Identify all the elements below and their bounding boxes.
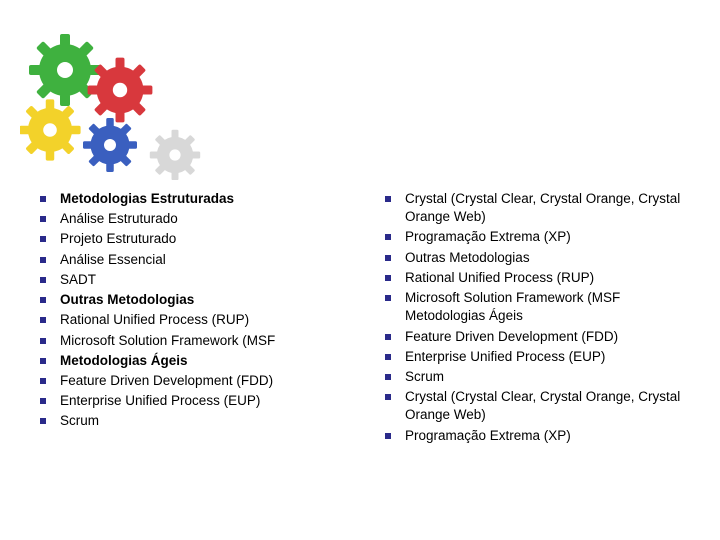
left-column: Metodologias Estruturadas Análise Estrutu… xyxy=(40,190,355,447)
list-item: Metodologias Ágeis xyxy=(40,352,355,370)
item-text: Programação Extrema (XP) xyxy=(405,427,571,445)
content-columns: Metodologias Estruturadas Análise Estrutu… xyxy=(40,190,700,447)
item-text: Scrum xyxy=(405,368,444,386)
item-text: Outras Metodologias xyxy=(60,291,194,309)
item-text: Scrum xyxy=(60,412,99,430)
item-text: Rational Unified Process (RUP) xyxy=(60,311,249,329)
list-item: Crystal (Crystal Clear, Crystal Orange, … xyxy=(385,190,700,226)
item-text: Programação Extrema (XP) xyxy=(405,228,571,246)
item-text: Microsoft Solution Framework (MSF Metodo… xyxy=(405,289,700,325)
list-item: Feature Driven Development (FDD) xyxy=(385,328,700,346)
square-bullet-icon xyxy=(40,277,46,283)
list-item: Outras Metodologias xyxy=(40,291,355,309)
right-column: Crystal (Crystal Clear, Crystal Orange, … xyxy=(385,190,700,447)
list-item: Feature Driven Development (FDD) xyxy=(40,372,355,390)
list-item: Rational Unified Process (RUP) xyxy=(40,311,355,329)
square-bullet-icon xyxy=(385,374,391,380)
square-bullet-icon xyxy=(40,338,46,344)
square-bullet-icon xyxy=(40,236,46,242)
right-list: Crystal (Crystal Clear, Crystal Orange, … xyxy=(385,190,700,445)
square-bullet-icon xyxy=(40,358,46,364)
item-text: SADT xyxy=(60,271,96,289)
item-text: Enterprise Unified Process (EUP) xyxy=(405,348,605,366)
list-item: Scrum xyxy=(40,412,355,430)
list-item: Scrum xyxy=(385,368,700,386)
item-text: Metodologias Ágeis xyxy=(60,352,188,370)
item-text: Metodologias Estruturadas xyxy=(60,190,234,208)
square-bullet-icon xyxy=(385,354,391,360)
list-item: Programação Extrema (XP) xyxy=(385,228,700,246)
item-text: Análise Essencial xyxy=(60,251,166,269)
square-bullet-icon xyxy=(385,295,391,301)
square-bullet-icon xyxy=(385,255,391,261)
square-bullet-icon xyxy=(385,275,391,281)
square-bullet-icon xyxy=(385,394,391,400)
square-bullet-icon xyxy=(385,433,391,439)
square-bullet-icon xyxy=(40,317,46,323)
item-text: Feature Driven Development (FDD) xyxy=(60,372,273,390)
list-item: Enterprise Unified Process (EUP) xyxy=(385,348,700,366)
list-item: Crystal (Crystal Clear, Crystal Orange, … xyxy=(385,388,700,424)
item-text: Feature Driven Development (FDD) xyxy=(405,328,618,346)
list-item: Projeto Estruturado xyxy=(40,230,355,248)
list-item: Metodologias Estruturadas xyxy=(40,190,355,208)
list-item: SADT xyxy=(40,271,355,289)
list-item: Análise Estruturado xyxy=(40,210,355,228)
list-item: Microsoft Solution Framework (MSF xyxy=(40,332,355,350)
list-item: Enterprise Unified Process (EUP) xyxy=(40,392,355,410)
item-text: Outras Metodologias xyxy=(405,249,530,267)
list-item: Análise Essencial xyxy=(40,251,355,269)
gears-decoration xyxy=(20,20,220,180)
list-item: Rational Unified Process (RUP) xyxy=(385,269,700,287)
square-bullet-icon xyxy=(385,196,391,202)
item-text: Microsoft Solution Framework (MSF xyxy=(60,332,275,350)
square-bullet-icon xyxy=(40,378,46,384)
item-text: Rational Unified Process (RUP) xyxy=(405,269,594,287)
item-text: Enterprise Unified Process (EUP) xyxy=(60,392,260,410)
item-text: Crystal (Crystal Clear, Crystal Orange, … xyxy=(405,388,700,424)
square-bullet-icon xyxy=(40,297,46,303)
square-bullet-icon xyxy=(40,216,46,222)
square-bullet-icon xyxy=(40,418,46,424)
left-list: Metodologias Estruturadas Análise Estrutu… xyxy=(40,190,355,431)
square-bullet-icon xyxy=(40,196,46,202)
list-item: Programação Extrema (XP) xyxy=(385,427,700,445)
item-text: Projeto Estruturado xyxy=(60,230,176,248)
list-item: Microsoft Solution Framework (MSF Metodo… xyxy=(385,289,700,325)
square-bullet-icon xyxy=(40,257,46,263)
item-text: Análise Estruturado xyxy=(60,210,178,228)
list-item: Outras Metodologias xyxy=(385,249,700,267)
square-bullet-icon xyxy=(385,334,391,340)
square-bullet-icon xyxy=(385,234,391,240)
square-bullet-icon xyxy=(40,398,46,404)
item-text: Crystal (Crystal Clear, Crystal Orange, … xyxy=(405,190,700,226)
